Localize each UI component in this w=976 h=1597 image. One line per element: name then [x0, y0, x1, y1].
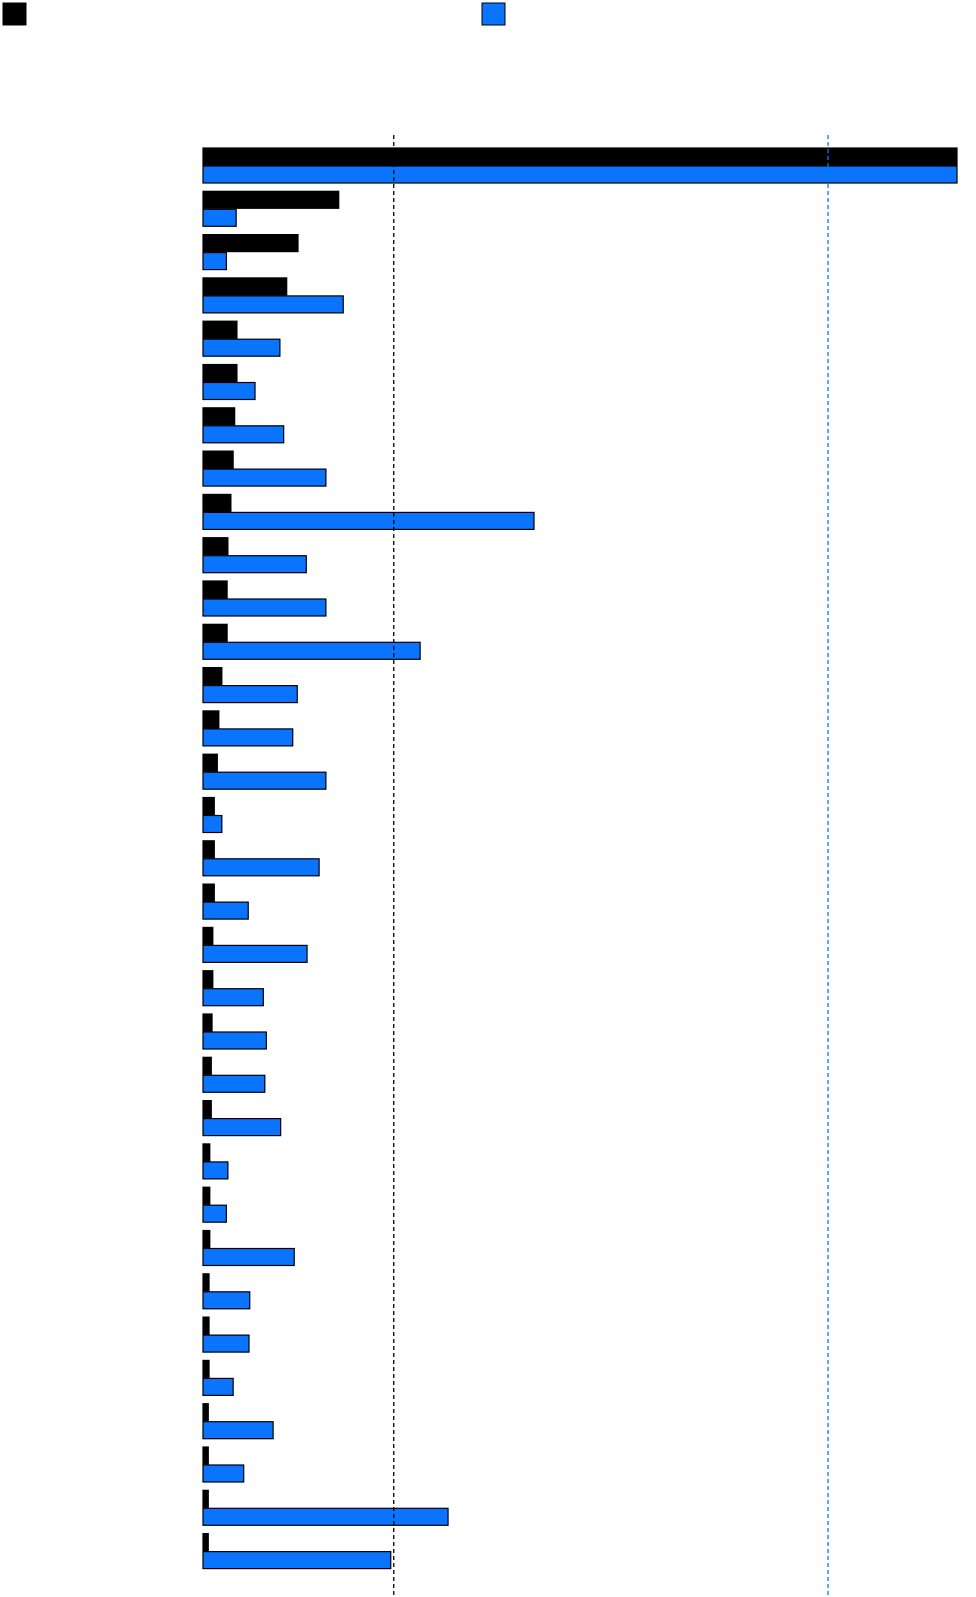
bar: [202, 623, 228, 642]
bar: [202, 1464, 245, 1483]
bar: [202, 277, 288, 296]
legend-swatch: [481, 2, 506, 26]
bar: [202, 1143, 211, 1162]
bar: [202, 147, 958, 166]
bar: [202, 1532, 209, 1552]
bar: [202, 363, 238, 383]
bar: [202, 1186, 211, 1205]
bar: [202, 1013, 213, 1032]
bar: [202, 381, 256, 401]
bar: [202, 1550, 392, 1570]
bar: [202, 511, 535, 531]
bar: [202, 641, 421, 660]
bar: [202, 666, 223, 686]
bar: [202, 814, 223, 834]
bar: [202, 1074, 266, 1093]
bar: [202, 1161, 229, 1180]
bar: [202, 883, 215, 902]
bar: [202, 493, 232, 512]
bar: [202, 537, 229, 556]
bar: [202, 1446, 209, 1465]
bar: [202, 1489, 209, 1508]
bar: [202, 840, 215, 859]
bar: [202, 728, 294, 747]
bar: [202, 425, 285, 444]
bar: [202, 988, 264, 1007]
bar: [202, 252, 227, 271]
bar: [202, 710, 220, 729]
bar: [202, 1359, 210, 1379]
bar: [202, 1117, 282, 1137]
legend-swatch: [2, 2, 27, 26]
bar: [202, 1099, 212, 1119]
bar: [202, 1403, 209, 1422]
bar: [202, 190, 340, 209]
bar: [202, 555, 307, 574]
bar: [202, 1316, 210, 1335]
bar: [202, 208, 237, 227]
bar: [202, 407, 236, 426]
bar: [202, 1031, 267, 1050]
bar: [202, 796, 215, 816]
bar: [202, 684, 298, 704]
bar: [202, 1056, 212, 1075]
bar: [202, 970, 214, 989]
bar: [202, 598, 327, 617]
bar: [202, 1377, 234, 1397]
bar: [202, 165, 958, 184]
bar: [202, 320, 238, 339]
bar: [202, 1229, 211, 1249]
bar: [202, 450, 234, 469]
bar: [202, 926, 214, 946]
bar: [202, 901, 249, 920]
bar: [202, 338, 281, 357]
bar: [202, 753, 218, 772]
bar: [202, 944, 308, 964]
bar: [202, 1334, 250, 1353]
bar: [202, 468, 327, 487]
bar: [202, 295, 344, 314]
bar: [202, 1247, 295, 1267]
bar: [202, 1204, 227, 1223]
bar: [202, 234, 299, 253]
bar: [202, 858, 320, 877]
bar: [202, 1421, 274, 1440]
bar: [202, 1507, 449, 1526]
bar: [202, 580, 228, 599]
bar: [202, 771, 327, 790]
bar: [202, 1273, 210, 1292]
bar: [202, 1291, 251, 1310]
